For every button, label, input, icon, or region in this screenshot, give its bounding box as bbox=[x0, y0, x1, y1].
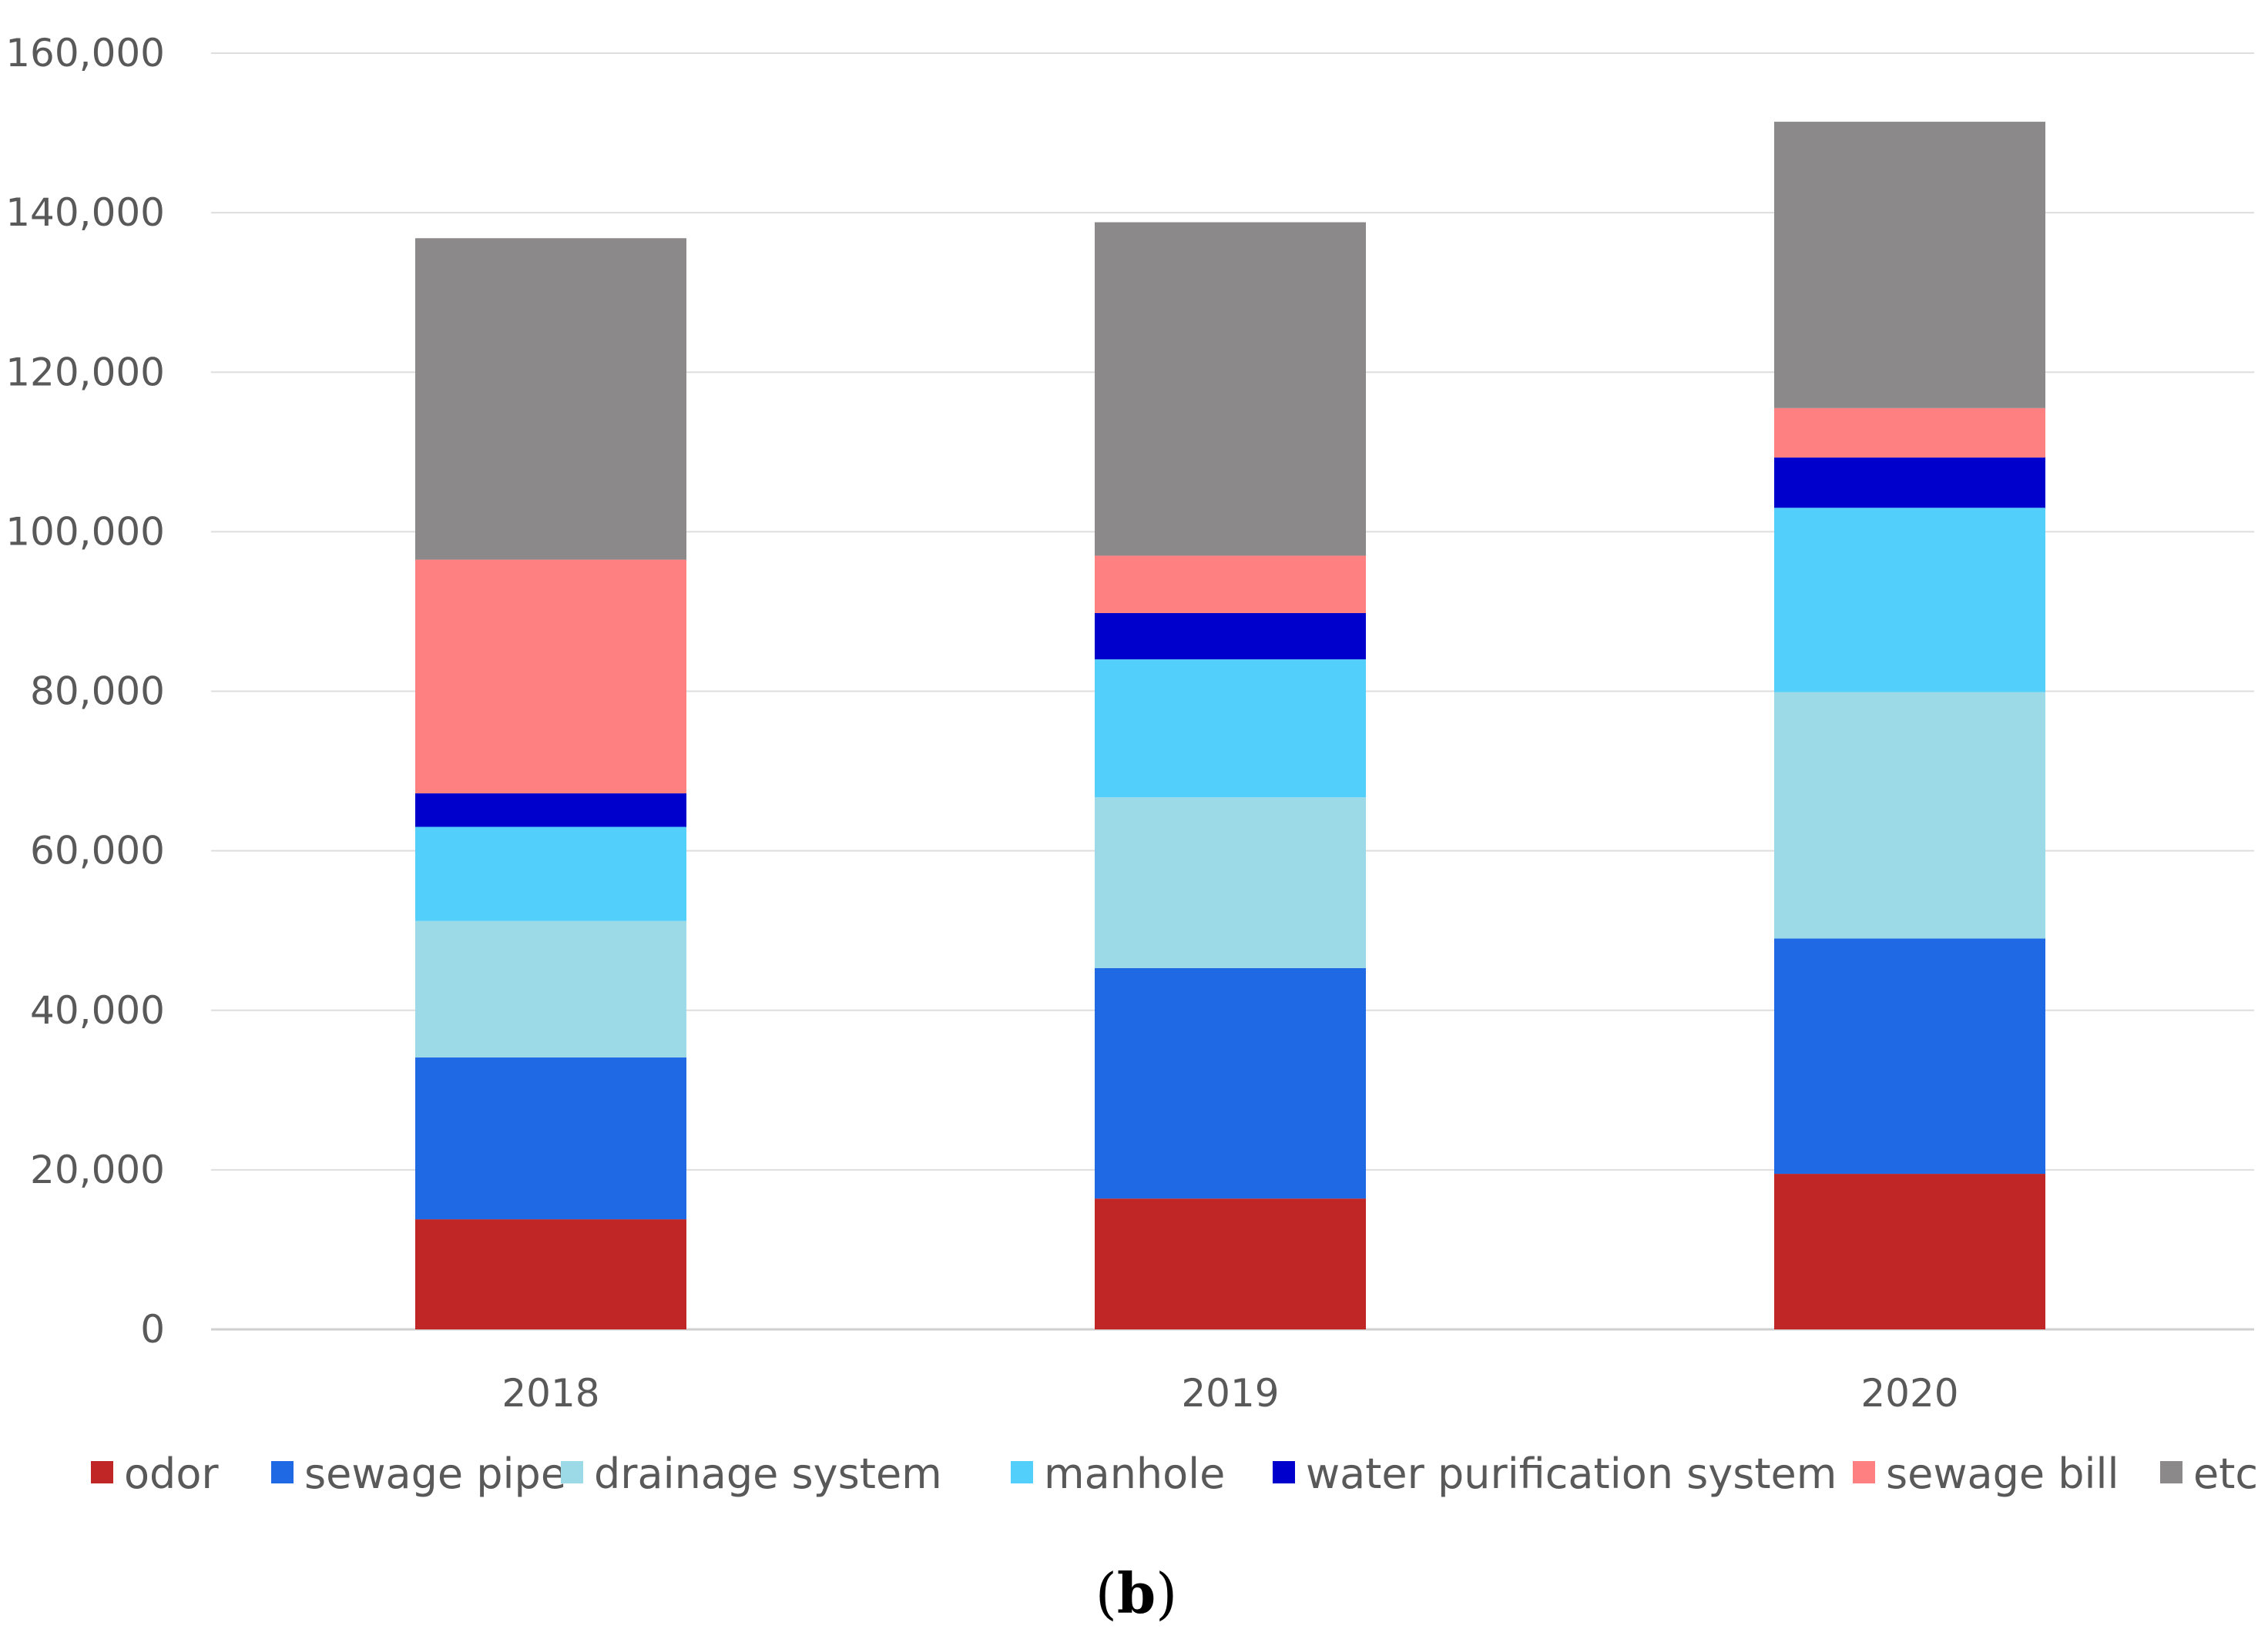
legend-label: drainage system bbox=[594, 1450, 942, 1498]
bar-segment-sewage-bill-2018 bbox=[415, 559, 686, 794]
x-tick-label: 2019 bbox=[1181, 1371, 1279, 1416]
x-tick-label: 2020 bbox=[1860, 1371, 1958, 1416]
bar-segment-water-purification-system-2020 bbox=[1774, 458, 2045, 508]
y-tick-label: 80,000 bbox=[30, 669, 165, 714]
legend-label: water purification system bbox=[1306, 1450, 1837, 1498]
bar-segment-sewage-pipe-2020 bbox=[1774, 938, 2045, 1175]
legend-item-sewage-bill: sewage bill bbox=[1853, 1450, 2119, 1498]
legend-label: etc bbox=[2193, 1450, 2258, 1498]
y-axis-tick-labels: 0 20,000 40,000 60,000 80,000 100,000 120,000 1… bbox=[5, 31, 165, 1352]
bar-segment-odor-2018 bbox=[415, 1219, 686, 1329]
legend: odor sewage pipe drainage system manhole wat… bbox=[91, 1450, 2258, 1498]
caption-close-paren: ) bbox=[1156, 1561, 1177, 1626]
legend-item-sewage-pipe: sewage pipe bbox=[271, 1450, 566, 1498]
bar-segment-manhole-2018 bbox=[415, 826, 686, 921]
bar-segment-odor-2020 bbox=[1774, 1174, 2045, 1329]
legend-swatch bbox=[2160, 1461, 2182, 1483]
bar-segment-sewage-pipe-2018 bbox=[415, 1057, 686, 1220]
y-tick-label: 100,000 bbox=[5, 509, 165, 554]
legend-label: sewage bill bbox=[1886, 1450, 2119, 1498]
legend-swatch bbox=[271, 1461, 294, 1483]
legend-item-etc: etc bbox=[2160, 1450, 2258, 1498]
bar-segment-etc-2018 bbox=[415, 238, 686, 560]
legend-label: manhole bbox=[1044, 1450, 1225, 1498]
legend-label: odor bbox=[124, 1450, 219, 1498]
bar-segment-odor-2019 bbox=[1095, 1198, 1366, 1329]
caption-open-paren: ( bbox=[1095, 1561, 1117, 1626]
bar-segment-sewage-bill-2019 bbox=[1095, 555, 1366, 614]
legend-swatch bbox=[91, 1461, 113, 1483]
bar-segments bbox=[415, 122, 2045, 1329]
bar-segment-manhole-2020 bbox=[1774, 508, 2045, 692]
caption-letter: b bbox=[1117, 1560, 1156, 1626]
bar-segment-etc-2020 bbox=[1774, 122, 2045, 408]
bar-segment-water-purification-system-2019 bbox=[1095, 613, 1366, 660]
bar-segment-drainage-system-2019 bbox=[1095, 797, 1366, 968]
legend-item-drainage-system: drainage system bbox=[561, 1450, 942, 1498]
figure-caption: (b) bbox=[1095, 1560, 1178, 1626]
y-tick-label: 20,000 bbox=[30, 1148, 165, 1192]
y-tick-label: 140,000 bbox=[5, 190, 165, 235]
bar-segment-drainage-system-2020 bbox=[1774, 692, 2045, 939]
bar-segment-etc-2019 bbox=[1095, 222, 1366, 556]
bar-segment-manhole-2019 bbox=[1095, 659, 1366, 798]
y-tick-label: 40,000 bbox=[30, 988, 165, 1033]
x-tick-label: 2018 bbox=[502, 1371, 599, 1416]
legend-swatch bbox=[561, 1461, 583, 1483]
bar-segment-sewage-pipe-2019 bbox=[1095, 967, 1366, 1199]
legend-swatch bbox=[1853, 1461, 1875, 1483]
legend-item-odor: odor bbox=[91, 1450, 219, 1498]
bar-segment-sewage-bill-2020 bbox=[1774, 407, 2045, 458]
legend-item-water-purification-system: water purification system bbox=[1273, 1450, 1837, 1498]
legend-item-manhole: manhole bbox=[1011, 1450, 1225, 1498]
bar-segment-water-purification-system-2018 bbox=[415, 793, 686, 827]
y-tick-label: 120,000 bbox=[5, 350, 165, 394]
y-tick-label: 60,000 bbox=[30, 829, 165, 873]
y-tick-label: 0 bbox=[140, 1307, 165, 1352]
bar-segment-drainage-system-2018 bbox=[415, 920, 686, 1057]
y-tick-label: 160,000 bbox=[5, 31, 165, 75]
legend-swatch bbox=[1273, 1461, 1295, 1483]
legend-label: sewage pipe bbox=[304, 1450, 566, 1498]
x-axis-tick-labels: 2018 2019 2020 bbox=[502, 1371, 1958, 1416]
legend-swatch bbox=[1011, 1461, 1033, 1483]
